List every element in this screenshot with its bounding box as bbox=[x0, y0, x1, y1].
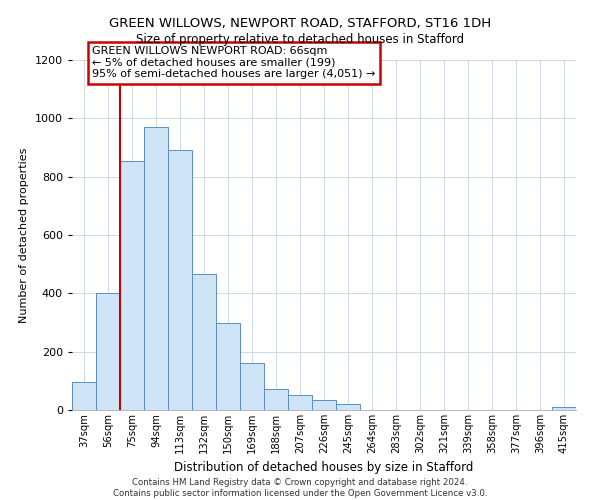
Bar bbox=[288, 395, 312, 410]
Text: Size of property relative to detached houses in Stafford: Size of property relative to detached ho… bbox=[136, 32, 464, 46]
Bar bbox=[264, 389, 288, 410]
Bar bbox=[240, 364, 264, 410]
Bar bbox=[216, 322, 240, 410]
Bar bbox=[552, 407, 576, 410]
Bar bbox=[168, 150, 192, 410]
Bar bbox=[312, 400, 336, 410]
Bar bbox=[96, 294, 120, 410]
Bar bbox=[192, 274, 216, 410]
Bar bbox=[120, 160, 144, 410]
Text: Contains HM Land Registry data © Crown copyright and database right 2024.
Contai: Contains HM Land Registry data © Crown c… bbox=[113, 478, 487, 498]
Bar bbox=[144, 127, 168, 410]
Text: GREEN WILLOWS NEWPORT ROAD: 66sqm
← 5% of detached houses are smaller (199)
95% : GREEN WILLOWS NEWPORT ROAD: 66sqm ← 5% o… bbox=[92, 46, 376, 79]
Text: GREEN WILLOWS, NEWPORT ROAD, STAFFORD, ST16 1DH: GREEN WILLOWS, NEWPORT ROAD, STAFFORD, S… bbox=[109, 18, 491, 30]
X-axis label: Distribution of detached houses by size in Stafford: Distribution of detached houses by size … bbox=[175, 462, 473, 474]
Bar bbox=[72, 382, 96, 410]
Y-axis label: Number of detached properties: Number of detached properties bbox=[19, 148, 29, 322]
Bar bbox=[336, 404, 360, 410]
